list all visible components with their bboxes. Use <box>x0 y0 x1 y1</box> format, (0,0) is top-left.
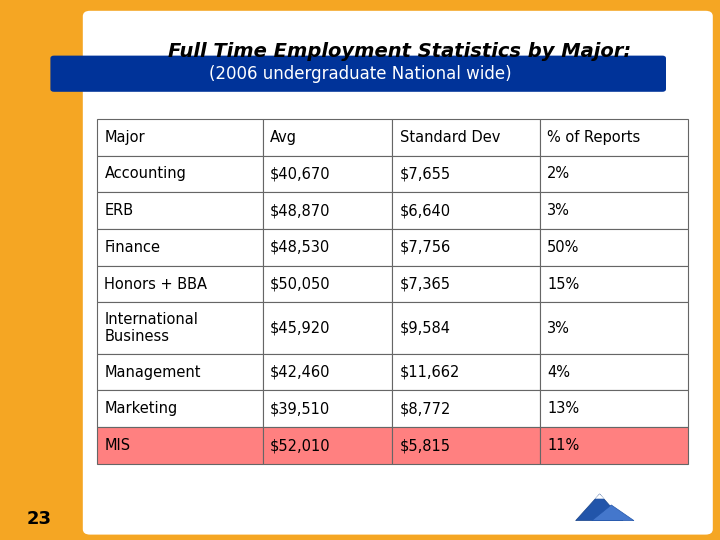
Text: Marketing: Marketing <box>104 401 178 416</box>
Text: Standard Dev: Standard Dev <box>400 130 500 145</box>
Text: $7,655: $7,655 <box>400 166 451 181</box>
Text: $6,640: $6,640 <box>400 203 451 218</box>
Text: $5,815: $5,815 <box>400 438 451 453</box>
Text: $48,530: $48,530 <box>270 240 330 255</box>
Text: International
Business: International Business <box>104 312 198 345</box>
Text: 50%: 50% <box>547 240 580 255</box>
Polygon shape <box>592 505 634 521</box>
Text: Honors + BBA: Honors + BBA <box>104 276 207 292</box>
Polygon shape <box>595 494 604 499</box>
Text: $40,670: $40,670 <box>270 166 330 181</box>
Text: $7,365: $7,365 <box>400 276 451 292</box>
Text: Avg: Avg <box>270 130 297 145</box>
Text: 23: 23 <box>27 510 52 529</box>
Text: MIS: MIS <box>104 438 130 453</box>
Text: ERB: ERB <box>104 203 133 218</box>
Text: $50,050: $50,050 <box>270 276 330 292</box>
Text: 15%: 15% <box>547 276 580 292</box>
Text: Management: Management <box>104 364 201 380</box>
Text: $45,920: $45,920 <box>270 321 330 335</box>
Text: Finance: Finance <box>104 240 161 255</box>
Text: $39,510: $39,510 <box>270 401 330 416</box>
Text: $8,772: $8,772 <box>400 401 451 416</box>
Text: Accounting: Accounting <box>104 166 186 181</box>
Text: $52,010: $52,010 <box>270 438 330 453</box>
Text: $42,460: $42,460 <box>270 364 330 380</box>
Text: 13%: 13% <box>547 401 580 416</box>
Text: Full Time Employment Statistics by Major:: Full Time Employment Statistics by Major… <box>168 42 631 61</box>
Text: 11%: 11% <box>547 438 580 453</box>
Text: (2006 undergraduate National wide): (2006 undergraduate National wide) <box>209 65 511 83</box>
Text: $9,584: $9,584 <box>400 321 451 335</box>
Text: $7,756: $7,756 <box>400 240 451 255</box>
Text: % of Reports: % of Reports <box>547 130 641 145</box>
Text: 3%: 3% <box>547 203 570 218</box>
Text: 4%: 4% <box>547 364 570 380</box>
Text: $11,662: $11,662 <box>400 364 460 380</box>
Text: $48,870: $48,870 <box>270 203 330 218</box>
Text: 2%: 2% <box>547 166 570 181</box>
Polygon shape <box>576 494 623 521</box>
Text: 3%: 3% <box>547 321 570 335</box>
Text: Major: Major <box>104 130 145 145</box>
